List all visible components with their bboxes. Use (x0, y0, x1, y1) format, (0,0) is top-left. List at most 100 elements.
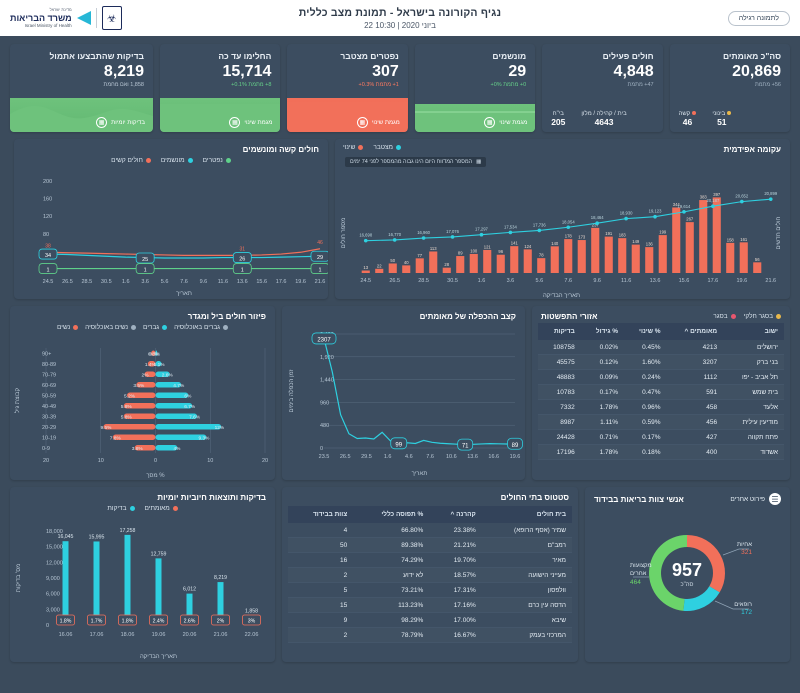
bar-women[interactable] (147, 361, 156, 367)
bar[interactable] (361, 270, 370, 273)
table-row[interactable]: הדסה עין כרם 17.16% 113.23% 15 (288, 597, 572, 613)
bar-men[interactable] (155, 424, 222, 430)
bar[interactable] (618, 238, 627, 273)
bar[interactable] (537, 258, 546, 273)
kpi-card-tests-yesterday[interactable]: בדיקות שהתבצעו אתמול 8,219 1,858 ואם מחמ… (10, 44, 153, 132)
table-row[interactable]: מעייני הישועה 18.57% לא ידוע 2 (288, 567, 572, 583)
bar[interactable] (402, 265, 411, 273)
bar[interactable] (510, 246, 519, 273)
kpi-card-active-cases[interactable]: חולים פעילים 4,848 47+ מתמת בית / קהילה … (542, 44, 663, 132)
table-row[interactable]: תל אביב - יפו 1112 0.24% 0.09% 48883 (538, 369, 784, 385)
kpi-footer-link[interactable]: מגמת שינוי ▦ (229, 117, 272, 128)
donut-slice[interactable] (683, 586, 720, 611)
data-point[interactable] (711, 204, 715, 209)
table-row[interactable]: בני ברק 3207 1.60% 0.12% 45575 (538, 354, 784, 370)
data-point[interactable] (595, 221, 599, 226)
bar[interactable] (604, 236, 613, 273)
bar[interactable] (550, 246, 559, 273)
bar-men[interactable] (155, 392, 189, 398)
table-row[interactable]: רמב"ם 21.21% 89.38% 50 (288, 537, 572, 553)
legend-item-men-population[interactable]: גברים באוכלוסיה (174, 324, 229, 331)
spread-table-wrap[interactable]: ישוב מאומתים ^ % שינוי % גידול בדיקות יר… (532, 323, 790, 464)
data-point[interactable] (450, 235, 455, 239)
col-occupancy-total[interactable]: % תפוסה כללי (353, 506, 430, 523)
data-point[interactable] (392, 238, 397, 242)
kpi-card-recovered[interactable]: החלימו עד כה 15,714 8+ מתמת 0.1%+ מגמת ש… (159, 44, 281, 132)
kpi-footer-link[interactable]: בדיקות יומיות ▦ (96, 117, 145, 128)
bar-men[interactable] (155, 382, 182, 388)
data-point[interactable] (508, 230, 513, 235)
legend-item-change[interactable]: שינוי (343, 144, 364, 151)
bar[interactable] (375, 268, 384, 273)
data-point[interactable] (363, 238, 368, 243)
data-point[interactable] (740, 199, 744, 204)
bar-men[interactable] (155, 350, 158, 356)
kpi-card-deaths[interactable]: נפטרים מצטבר 307 1+ מתמת 0.3%+ מגמת שינו… (287, 44, 408, 132)
legend-item-tests[interactable]: בדיקות (107, 505, 135, 512)
bar[interactable] (658, 235, 667, 273)
return-to-normal-view-button[interactable]: לתמונה רגילה (727, 10, 790, 26)
bar[interactable] (685, 222, 694, 273)
table-row[interactable]: המרכזי בעמק 16.67% 78.79% 2 (288, 627, 572, 643)
data-point[interactable] (768, 197, 773, 201)
bar[interactable] (672, 207, 681, 273)
donut-slice[interactable] (649, 535, 687, 611)
bar-men[interactable] (155, 371, 170, 377)
hospital-table-wrap[interactable]: בית חולים קהרנה ^ % תפוסה כללי צוות בביד… (282, 502, 578, 647)
col-growth-pct[interactable]: % גידול (580, 323, 625, 340)
bar[interactable] (591, 227, 600, 273)
bar[interactable] (388, 263, 397, 273)
data-point[interactable] (566, 225, 571, 230)
bar-women[interactable] (112, 434, 156, 440)
bar-tests[interactable] (62, 541, 69, 625)
data-point[interactable] (624, 216, 628, 221)
bar-women[interactable] (127, 392, 156, 398)
kpi-footer-link[interactable]: מגמת שינוי ▦ (484, 117, 527, 128)
bar[interactable] (726, 242, 735, 273)
bar[interactable] (456, 256, 465, 273)
kpi-footer-link[interactable]: מגמת שינוי ▦ (356, 117, 400, 128)
col-confirmed[interactable]: מאומתים ^ (666, 323, 724, 340)
data-point[interactable] (537, 228, 542, 233)
bar-men[interactable] (155, 434, 207, 440)
bar[interactable] (699, 200, 708, 273)
bar[interactable] (523, 249, 532, 273)
bar[interactable] (631, 244, 640, 273)
bar[interactable] (442, 267, 451, 273)
hamburger-icon[interactable]: ☰ (769, 493, 781, 505)
bar[interactable] (429, 251, 438, 273)
bar-women[interactable] (151, 350, 156, 356)
kpi-card-ventilated[interactable]: מונשמים 29 0+ מתמת 0%+ מגמת שינוי ▦ (414, 44, 536, 132)
bar[interactable] (496, 254, 505, 273)
col-staff-isolation[interactable]: צוות בבידוד (288, 506, 354, 523)
bar[interactable] (712, 197, 721, 273)
bar[interactable] (564, 239, 573, 273)
col-hospital[interactable]: בית חולים (481, 506, 572, 523)
table-row[interactable]: אלעד 458 0.96% 1.78% 7332 (538, 399, 784, 415)
bar-tests[interactable] (217, 582, 224, 625)
legend-item-men[interactable]: גברים (143, 324, 168, 331)
table-row[interactable]: שיבא 17.00% 98.29% 9 (288, 612, 572, 628)
col-occupancy-covid[interactable]: קהרנה ^ (429, 506, 482, 523)
col-tests[interactable]: בדיקות (538, 323, 581, 340)
bar-women[interactable] (103, 424, 156, 430)
table-row[interactable]: אשדוד 400 0.18% 1.78% 17196 (538, 444, 784, 460)
col-change-pct[interactable]: % שינוי (624, 323, 667, 340)
bar-men[interactable] (155, 403, 193, 409)
bar[interactable] (415, 258, 424, 273)
bar-women[interactable] (144, 371, 156, 377)
table-row[interactable]: פתח תקווה 427 0.17% 0.71% 24428 (538, 429, 784, 445)
bar[interactable] (483, 249, 492, 273)
bar-women[interactable] (136, 382, 156, 388)
data-point[interactable] (479, 232, 484, 237)
data-point[interactable] (682, 210, 686, 214)
other-breakdown-link[interactable]: ☰ פירוט אחרים (730, 493, 781, 505)
bar-tests[interactable] (186, 593, 193, 625)
bar-women[interactable] (123, 413, 156, 419)
legend-item-deaths[interactable]: נפטרים (203, 157, 231, 164)
legend-item-severe[interactable]: חולים קשים (111, 157, 151, 164)
col-settlement[interactable]: ישוב (723, 323, 784, 340)
donut-slice[interactable] (687, 535, 725, 593)
bar-men[interactable] (155, 361, 162, 367)
bar-tests[interactable] (155, 558, 162, 625)
